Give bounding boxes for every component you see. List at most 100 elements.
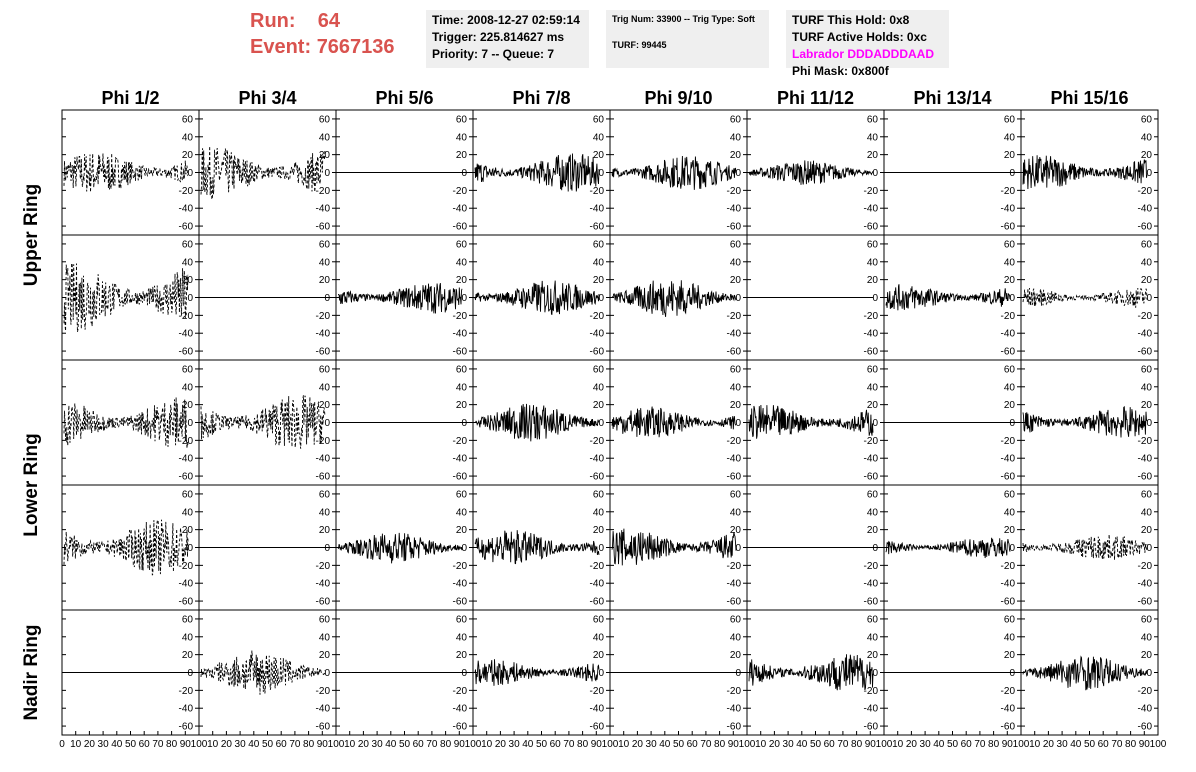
y-tick-label: -60 [590,722,605,733]
x-tick-label: 60 [139,739,151,750]
x-tick-label: 100 [602,739,619,750]
y-tick-label: 60 [1141,114,1153,125]
y-tick-label: -60 [727,722,742,733]
y-tick-label: -60 [590,597,605,608]
x-tick-label: 90 [591,739,603,750]
x-tick-label: 90 [1139,739,1151,750]
y-tick-label: 60 [182,114,194,125]
time-text: Time: 2008-12-27 02:59:14 [432,13,580,27]
x-tick-label: 80 [577,739,589,750]
y-tick-label: 20 [182,650,194,661]
event-line: Event: 7667136 [250,34,420,60]
x-tick-label: 80 [166,739,178,750]
y-tick-label: 60 [593,614,605,625]
y-tick-label: 0 [735,418,741,429]
y-tick-label: 40 [730,507,742,518]
x-tick-label: 100 [1150,739,1167,750]
y-tick-label: 20 [730,150,742,161]
y-tick-label: 20 [867,650,879,661]
waveform-trace [474,153,600,192]
waveform-trace [611,155,737,190]
ring-label: Nadir Ring [21,624,42,720]
x-tick-label: 50 [947,739,959,750]
y-tick-label: 60 [730,489,742,500]
y-tick-label: 40 [319,132,331,143]
y-tick-label: -40 [864,204,879,215]
y-tick-label: 40 [867,507,879,518]
y-tick-label: 0 [872,418,878,429]
y-tick-label: -20 [727,436,742,447]
y-tick-label: -40 [179,579,194,590]
y-tick-label: 20 [1141,650,1153,661]
y-tick-label: 60 [867,614,879,625]
y-tick-label: 60 [1141,614,1153,625]
x-tick-label: 90 [865,739,877,750]
y-tick-label: -60 [1001,222,1016,233]
y-tick-label: 0 [187,668,193,679]
y-tick-label: -60 [316,347,331,358]
x-tick-label: 10 [344,739,356,750]
x-tick-label: 40 [659,739,671,750]
y-tick-label: -40 [316,704,331,715]
x-tick-label: 90 [454,739,466,750]
y-tick-label: 60 [867,364,879,375]
x-tick-label: 10 [1029,739,1041,750]
y-tick-label: 20 [1141,150,1153,161]
x-tick-label: 70 [289,739,301,750]
y-tick-label: -20 [1001,186,1016,197]
x-tick-label: 30 [1057,739,1069,750]
x-tick-label: 40 [111,739,123,750]
y-tick-label: 60 [1004,364,1016,375]
y-tick-label: 20 [593,150,605,161]
y-tick-label: -60 [1138,722,1153,733]
y-tick-label: -40 [316,329,331,340]
y-tick-label: 20 [1141,400,1153,411]
waveform-trace [611,528,737,566]
y-tick-label: -20 [316,686,331,697]
y-tick-label: -40 [590,704,605,715]
y-tick-label: 20 [867,275,879,286]
y-tick-label: -20 [453,436,468,447]
x-tick-label: 70 [974,739,986,750]
ring-label: Upper Ring [21,184,42,286]
y-tick-label: 40 [593,382,605,393]
turf-text: TURF: 99445 [612,40,667,50]
y-tick-label: -40 [590,204,605,215]
y-tick-label: 60 [1141,364,1153,375]
waveform-trace [885,537,1011,559]
x-tick-label: 90 [728,739,740,750]
y-tick-label: 20 [456,400,468,411]
y-tick-label: -20 [179,561,194,572]
y-tick-label: 60 [182,364,194,375]
y-tick-label: 40 [1141,632,1153,643]
y-tick-label: 40 [730,257,742,268]
y-tick-label: -60 [453,222,468,233]
y-tick-label: -40 [179,329,194,340]
y-tick-label: 20 [319,150,331,161]
x-tick-label: 20 [84,739,96,750]
y-tick-label: 60 [456,489,468,500]
y-tick-label: -20 [316,436,331,447]
y-tick-label: 60 [319,489,331,500]
y-tick-label: 20 [593,275,605,286]
y-tick-label: 40 [730,382,742,393]
y-tick-label: 60 [319,239,331,250]
y-tick-label: 0 [1009,293,1015,304]
y-tick-label: -40 [590,329,605,340]
y-tick-label: 0 [461,543,467,554]
y-tick-label: 20 [1004,650,1016,661]
x-tick-label: 90 [317,739,329,750]
y-tick-label: 40 [593,132,605,143]
waveform-trace [63,153,189,193]
y-tick-label: 20 [182,400,194,411]
y-tick-label: -20 [727,686,742,697]
y-tick-label: -40 [1138,204,1153,215]
y-tick-label: -40 [727,579,742,590]
x-tick-label: 30 [98,739,110,750]
y-tick-label: 0 [1009,668,1015,679]
y-tick-label: 60 [456,114,468,125]
y-tick-label: -40 [1001,704,1016,715]
y-tick-label: 40 [593,257,605,268]
y-tick-label: 20 [182,150,194,161]
waveform-trace [885,284,1011,311]
